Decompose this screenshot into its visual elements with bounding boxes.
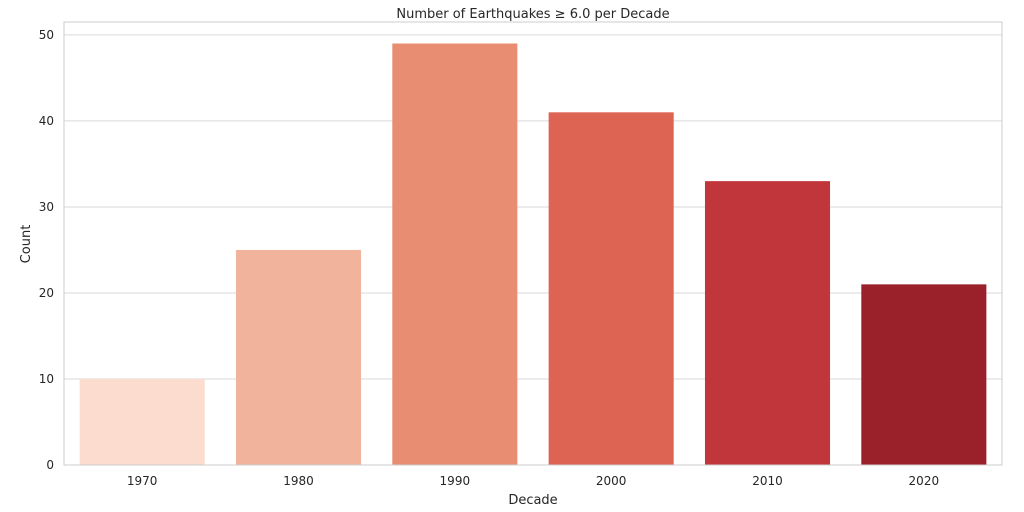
bar-1980: [235, 249, 362, 465]
bar-2010: [704, 181, 831, 465]
bars: [79, 43, 987, 466]
y-tick-label: 40: [39, 114, 54, 128]
x-tick-label: 2010: [752, 474, 783, 488]
x-axis-label: Decade: [508, 493, 557, 508]
plot-frame: [63, 21, 1003, 466]
x-tick-label: 1990: [440, 474, 471, 488]
y-tick-label: 30: [39, 200, 54, 214]
y-tick-label: 10: [39, 372, 54, 386]
y-tick-label: 0: [46, 458, 54, 472]
x-tick-label: 2020: [909, 474, 940, 488]
bar-1990: [392, 43, 518, 466]
bar-2000: [548, 112, 674, 466]
bar-1970: [79, 378, 205, 465]
plot-background: [64, 22, 1002, 465]
x-tick-labels: 1970 1980 1990 2000 2010 2020: [127, 474, 939, 488]
y-tick-labels: 0 10 20 30 40 50: [39, 28, 54, 472]
bar-2020: [861, 284, 987, 465]
x-tick-label: 1970: [127, 474, 158, 488]
chart-title: Number of Earthquakes ≥ 6.0 per Decade: [396, 7, 669, 22]
x-tick-label: 1980: [283, 474, 314, 488]
y-axis-label: Count: [19, 225, 34, 264]
x-tick-label: 2000: [596, 474, 627, 488]
y-tick-label: 50: [39, 28, 54, 42]
y-tick-label: 20: [39, 286, 54, 300]
